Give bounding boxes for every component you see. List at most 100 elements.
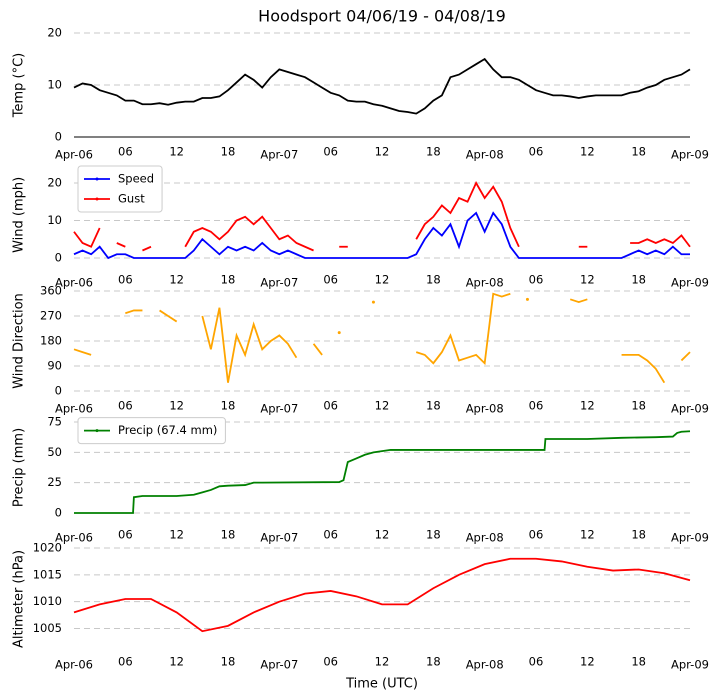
- data-line: [125, 309, 143, 315]
- data-line: [621, 353, 666, 384]
- x-tick-label: 06: [323, 528, 338, 542]
- data-point: [371, 300, 375, 304]
- legend-label: Gust: [118, 192, 145, 206]
- x-tick-label: 12: [580, 528, 595, 542]
- y-tick-label: 10: [47, 78, 62, 92]
- x-tick-label: 12: [169, 528, 184, 542]
- legend-label: Precip (67.4 mm): [118, 423, 217, 437]
- x-tick-label: 06: [323, 273, 338, 287]
- data-line: [415, 292, 511, 366]
- data-line: [74, 430, 691, 514]
- x-tick-label: 12: [169, 273, 184, 287]
- x-tick-label: Apr-07: [260, 658, 298, 672]
- y-axis-label: Wind (mph): [12, 177, 27, 253]
- data-line: [73, 227, 101, 248]
- x-tick-label: 12: [375, 655, 390, 669]
- data-line: [116, 242, 126, 248]
- x-tick-label: 18: [426, 273, 441, 287]
- data-point: [525, 297, 529, 301]
- y-tick-label: 20: [47, 176, 62, 190]
- x-tick-label: 18: [221, 145, 236, 159]
- y-tick-label: 1015: [33, 567, 62, 581]
- x-axis-label: Time (UTC): [345, 677, 418, 692]
- x-tick-label: 06: [118, 655, 133, 669]
- data-line: [159, 309, 178, 323]
- y-tick-label: 20: [47, 26, 62, 40]
- x-tick-label: Apr-06: [55, 658, 93, 672]
- x-tick-label: 12: [169, 145, 184, 159]
- x-tick-label: 06: [529, 273, 544, 287]
- x-tick-label: Apr-09: [671, 402, 709, 416]
- x-tick-label: Apr-09: [671, 531, 709, 545]
- y-tick-label: 1020: [33, 541, 62, 555]
- legend: Precip (67.4 mm): [77, 417, 226, 445]
- data-line: [415, 181, 520, 248]
- data-line: [680, 351, 691, 362]
- x-tick-label: 18: [631, 655, 646, 669]
- data-line: [312, 343, 323, 356]
- data-line: [201, 307, 298, 383]
- x-tick-label: 18: [426, 145, 441, 159]
- legend-marker: [95, 429, 99, 433]
- x-tick-label: Apr-09: [671, 658, 709, 672]
- x-tick-label: 18: [221, 655, 236, 669]
- x-tick-label: Apr-06: [55, 148, 93, 162]
- x-tick-label: 12: [375, 273, 390, 287]
- x-tick-label: Apr-09: [671, 148, 709, 162]
- data-line: [142, 245, 152, 252]
- x-tick-label: Apr-07: [260, 531, 298, 545]
- y-axis-label: Precip (mm): [12, 428, 27, 507]
- x-tick-label: 18: [426, 655, 441, 669]
- x-tick-label: 06: [323, 655, 338, 669]
- x-tick-label: 12: [375, 145, 390, 159]
- x-tick-label: Apr-08: [466, 658, 504, 672]
- y-tick-label: 0: [55, 505, 62, 519]
- data-point: [337, 331, 341, 335]
- data-line: [73, 211, 690, 260]
- x-tick-label: 12: [580, 655, 595, 669]
- legend: Speed Gust: [77, 165, 163, 213]
- x-tick-label: Apr-07: [260, 148, 298, 162]
- y-tick-label: 50: [47, 445, 62, 459]
- data-line: [73, 557, 691, 633]
- x-tick-label: Apr-09: [671, 276, 709, 290]
- legend-box: [77, 165, 163, 213]
- x-tick-label: Apr-08: [466, 531, 504, 545]
- x-tick-label: 12: [169, 399, 184, 413]
- legend-label: Speed: [118, 172, 154, 186]
- x-tick-label: Apr-08: [466, 402, 504, 416]
- y-tick-label: 0: [55, 251, 62, 265]
- data-line: [569, 298, 588, 304]
- x-tick-label: 18: [426, 528, 441, 542]
- x-tick-label: 18: [221, 399, 236, 413]
- x-tick-label: 06: [529, 528, 544, 542]
- x-tick-label: 12: [580, 145, 595, 159]
- x-tick-label: Apr-06: [55, 276, 93, 290]
- data-line: [184, 215, 314, 252]
- y-tick-label: 0: [55, 130, 62, 144]
- x-tick-label: 12: [375, 399, 390, 413]
- x-tick-label: 06: [323, 145, 338, 159]
- x-tick-label: 12: [580, 399, 595, 413]
- y-tick-label: 180: [40, 334, 62, 348]
- data-line: [73, 348, 92, 356]
- y-tick-label: 90: [47, 359, 62, 373]
- x-tick-label: 18: [631, 528, 646, 542]
- x-tick-label: 18: [426, 399, 441, 413]
- y-tick-label: 1010: [33, 594, 62, 608]
- x-tick-label: 18: [631, 145, 646, 159]
- x-tick-label: 06: [529, 399, 544, 413]
- y-tick-label: 25: [47, 475, 62, 489]
- chart-title: Hoodsport 04/06/19 - 04/08/19: [258, 7, 506, 26]
- x-tick-label: 06: [118, 145, 133, 159]
- data-line: [73, 57, 691, 115]
- x-tick-label: 06: [118, 399, 133, 413]
- x-tick-label: Apr-07: [260, 402, 298, 416]
- x-tick-label: 18: [631, 273, 646, 287]
- x-tick-label: 12: [375, 528, 390, 542]
- x-tick-label: 06: [529, 145, 544, 159]
- x-tick-label: 06: [118, 528, 133, 542]
- x-tick-label: 06: [118, 273, 133, 287]
